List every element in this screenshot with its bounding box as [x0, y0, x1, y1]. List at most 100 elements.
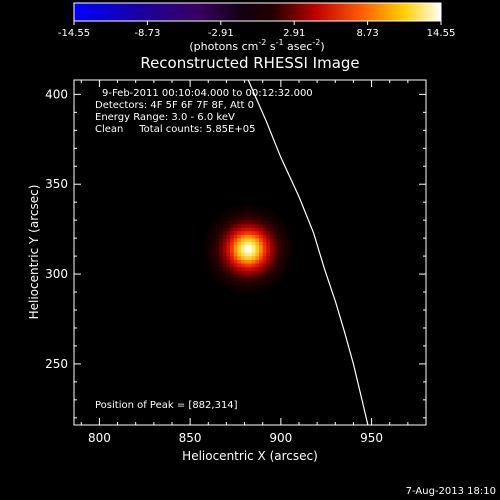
heatmap-cell: [244, 288, 249, 293]
heatmap-cell: [233, 216, 238, 221]
heatmap-cell: [222, 252, 227, 257]
heatmap-cell: [204, 241, 209, 246]
colorbar-tick-label: -8.73: [134, 28, 160, 39]
heatmap-cell: [222, 281, 227, 286]
heatmap-cell: [240, 227, 245, 232]
heatmap-cell: [277, 238, 282, 243]
heatmap-cell: [280, 259, 285, 264]
colorbar-tick-label: -14.55: [58, 28, 90, 39]
heatmap-cell: [288, 238, 293, 243]
heatmap-cell: [226, 220, 231, 225]
heatmap-cell: [259, 288, 264, 293]
heatmap-cell: [215, 230, 220, 235]
heatmap-cell: [208, 252, 213, 257]
heatmap-cell: [269, 263, 274, 268]
heatmap-cell: [255, 241, 260, 246]
colorbar: [73, 2, 442, 22]
heatmap-cell: [233, 263, 238, 268]
heatmap-cell: [277, 220, 282, 225]
heatmap-cell: [201, 248, 205, 253]
heatmap-cell: [269, 216, 274, 221]
heatmap-cell: [277, 277, 282, 282]
heatmap-cell: [237, 277, 242, 282]
heatmap-cell: [240, 205, 245, 210]
heatmap-cell: [230, 220, 234, 225]
heatmap-cell: [273, 227, 278, 232]
heatmap-cell: [273, 241, 278, 246]
heatmap-cell: [248, 281, 253, 286]
heatmap-cell: [266, 256, 271, 260]
heatmap-cell: [248, 252, 253, 257]
heatmap-cell: [259, 256, 264, 260]
heatmap-cell: [269, 230, 274, 235]
heatmap-cell: [233, 256, 238, 260]
y-axis-label: Heliocentric Y (arcsec): [27, 185, 41, 320]
heatmap-cell: [215, 248, 220, 253]
heatmap-cell: [251, 284, 256, 289]
heatmap-cell: [255, 227, 260, 232]
heatmap-cell: [233, 227, 238, 232]
heatmap-cell: [273, 234, 278, 239]
heatmap-cell: [280, 230, 285, 235]
heatmap-cell: [262, 241, 267, 246]
heatmap-cell: [248, 220, 253, 225]
heatmap-cell: [284, 259, 289, 264]
heatmap-cell: [255, 216, 260, 221]
heatmap-cell: [226, 284, 231, 289]
heatmap-cell: [233, 281, 238, 286]
heatmap-cell: [226, 223, 231, 228]
heatmap-cell: [222, 227, 227, 232]
heatmap-cell: [240, 220, 245, 225]
heatmap-cell: [222, 274, 227, 278]
heatmap-cell: [240, 263, 245, 268]
heatmap-cell: [240, 256, 245, 260]
heatmap-cell: [219, 263, 224, 268]
heatmap-cell: [201, 245, 205, 250]
heatmap-cell: [244, 281, 249, 286]
heatmap-cell: [237, 205, 242, 210]
heatmap-cell: [230, 245, 234, 250]
heatmap-cell: [248, 284, 253, 289]
heatmap-cell: [262, 288, 267, 293]
heatmap-cell: [240, 234, 245, 239]
heatmap-cell: [277, 227, 282, 232]
heatmap-cell: [248, 241, 253, 246]
heatmap-cell: [273, 274, 278, 278]
heatmap-cell: [259, 220, 264, 225]
heatmap-cell: [237, 216, 242, 221]
heatmap-cell: [251, 252, 256, 257]
heatmap-cell: [251, 216, 256, 221]
heatmap-cell: [237, 274, 242, 278]
heatmap-cell: [226, 263, 231, 268]
heatmap-cell: [255, 245, 260, 250]
heatmap-cell: [240, 284, 245, 289]
heatmap-cell: [208, 223, 213, 228]
heatmap-cell: [262, 209, 267, 214]
heatmap-cell: [208, 248, 213, 253]
heatmap-cell: [262, 220, 267, 225]
heatmap-cell: [269, 212, 274, 217]
heatmap-cell: [259, 223, 264, 228]
heatmap-cell: [259, 277, 264, 282]
heatmap-cell: [233, 230, 238, 235]
heatmap-cell: [240, 252, 245, 257]
heatmap-cell: [215, 227, 220, 232]
heatmap-cell: [237, 238, 242, 243]
heatmap-cell: [269, 223, 274, 228]
heatmap-cell: [266, 281, 271, 286]
heatmap-cell: [255, 205, 260, 210]
heatmap-cell: [230, 252, 234, 257]
heatmap-cell: [248, 227, 253, 232]
heatmap-cell: [211, 259, 216, 264]
heatmap-cell: [280, 270, 285, 275]
heatmap-cell: [284, 266, 289, 271]
heatmap-cell: [266, 245, 271, 250]
heatmap-cell: [230, 277, 234, 282]
heatmap-cell: [284, 252, 289, 257]
heatmap-cell: [237, 263, 242, 268]
heatmap-cell: [211, 263, 216, 268]
heatmap-cell: [244, 284, 249, 289]
heatmap-cell: [251, 230, 256, 235]
heatmap-cell: [230, 281, 234, 286]
heatmap-cell: [277, 245, 282, 250]
